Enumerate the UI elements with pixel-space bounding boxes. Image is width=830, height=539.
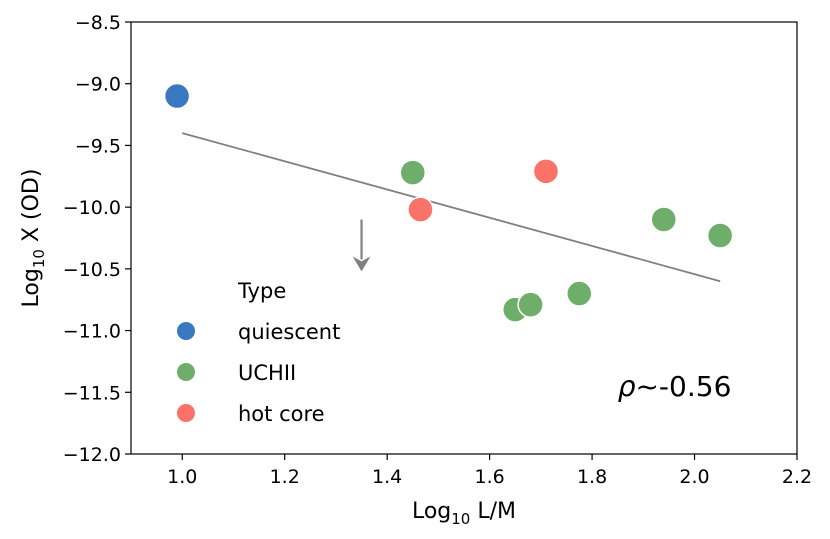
legend: Type quiescent UCHII hot core [177, 279, 340, 426]
correlation-annotation: ρ~-0.56 [618, 370, 732, 403]
y-axis-label: Log10 X (OD) [19, 169, 48, 308]
x-tick-label: 1.2 [270, 466, 300, 488]
data-point-hot-core [532, 158, 560, 185]
legend-marker-hot-core [177, 404, 195, 422]
x-axis-label-main: Log [412, 499, 451, 524]
legend-label-uchii: UCHII [238, 361, 296, 385]
y-axis-label-main: Log [19, 268, 44, 307]
x-tick-label: 1.6 [475, 466, 505, 488]
legend-marker-uchii [177, 363, 195, 381]
y-tick-label: −8.5 [75, 12, 121, 34]
y-tick-label: −10.0 [63, 197, 121, 219]
legend-marker-quiescent [177, 322, 195, 340]
x-tick-label: 1.4 [372, 466, 402, 488]
legend-label-quiescent: quiescent [238, 320, 340, 344]
data-point-hot-core [407, 196, 434, 223]
legend-label-hot-core: hot core [238, 402, 325, 426]
plot-frame [130, 21, 798, 455]
y-tick-label: −10.5 [63, 259, 121, 281]
upper-limit-arrow-head [352, 256, 371, 272]
y-tick-label: −11.0 [63, 321, 121, 343]
legend-title: Type [237, 279, 286, 303]
x-axis-label: Log10 L/M [412, 499, 516, 528]
data-point-uchii [399, 159, 427, 186]
x-axis-label-sub: 10 [451, 510, 470, 528]
data-point-quiescent [163, 82, 191, 110]
x-tick-label: 1.8 [577, 466, 607, 488]
data-point-uchii [650, 206, 678, 233]
y-axis-label-sub: 10 [30, 249, 48, 268]
x-axis-label-rest: L/M [470, 499, 516, 524]
rho-symbol: ρ [618, 370, 636, 403]
y-tick-label: −9.0 [75, 74, 121, 96]
x-tick-label: 2.2 [782, 466, 812, 488]
data-point-uchii [566, 280, 593, 307]
y-tick-label: −9.5 [75, 135, 121, 157]
x-tick-label: 1.0 [167, 466, 197, 488]
data-point-uchii [706, 222, 734, 249]
data-point-uchii [517, 291, 544, 318]
y-tick-label: −12.0 [63, 444, 121, 466]
y-tick-label: −11.5 [63, 382, 121, 404]
rho-value: ~-0.56 [635, 370, 731, 403]
y-axis-label-rest: X (OD) [19, 169, 44, 249]
x-tick-label: 2.0 [679, 466, 709, 488]
fit-line [181, 132, 721, 283]
